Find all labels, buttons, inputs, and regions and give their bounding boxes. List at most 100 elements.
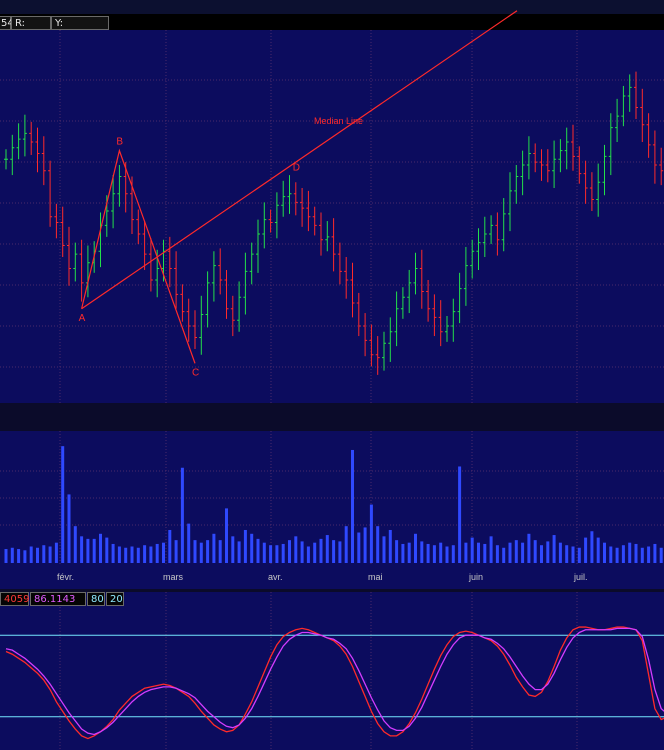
- volume-bar: [445, 546, 449, 563]
- median-line: [81, 10, 518, 310]
- stoch-upper-tag: 80: [87, 592, 105, 606]
- volume-bar: [495, 545, 499, 563]
- volume-bar: [294, 536, 298, 563]
- volume-bar: [61, 446, 65, 563]
- volume-bar: [149, 546, 153, 563]
- volume-bar: [319, 538, 323, 563]
- stoch-k-tag: 4059: [0, 592, 29, 606]
- volume-bar: [29, 546, 33, 563]
- volume-bar: [92, 538, 96, 563]
- volume-bar: [565, 545, 569, 563]
- volume-bar: [552, 535, 556, 563]
- volume-bar: [117, 546, 121, 563]
- volume-bar: [489, 536, 493, 563]
- volume-bar: [67, 494, 71, 563]
- volume-bar: [514, 540, 518, 563]
- x-tick-label: juil.: [573, 572, 588, 582]
- volume-bar: [395, 540, 399, 563]
- volume-bar: [369, 504, 373, 563]
- volume-bar: [269, 545, 273, 563]
- price-panel[interactable]: [0, 30, 664, 403]
- volume-bar: [388, 529, 392, 563]
- volume-bar: [256, 538, 260, 563]
- volume-bar: [325, 535, 329, 563]
- volume-bar: [23, 550, 27, 563]
- volume-bar: [262, 542, 266, 563]
- volume-bar: [577, 547, 581, 563]
- x-tick-label: avr.: [268, 572, 283, 582]
- volume-bar: [439, 542, 443, 563]
- x-tick-label: mai: [368, 572, 383, 582]
- volume-bar: [17, 549, 21, 563]
- volume-bar: [420, 541, 424, 563]
- volume-bar: [621, 545, 625, 563]
- pivot-label-c: C: [192, 367, 199, 378]
- volume-bar: [609, 546, 613, 563]
- volume-bar: [590, 531, 594, 563]
- volume-bar: [288, 540, 291, 563]
- volume-bar: [143, 545, 147, 563]
- volume-bar: [533, 540, 537, 563]
- readout-fragment: 54: [0, 16, 14, 30]
- stoch-lower-tag: 20: [106, 592, 124, 606]
- volume-bar: [36, 547, 39, 563]
- volume-bar: [584, 537, 588, 563]
- volume-bar: [376, 526, 380, 563]
- volume-bar: [48, 546, 52, 563]
- panel-separator[interactable]: [0, 403, 664, 431]
- volume-bar: [237, 541, 241, 563]
- pitchfork-legs: [81, 148, 196, 364]
- pivot-label-d: D: [293, 163, 300, 174]
- volume-bar: [351, 449, 354, 563]
- volume-bar: [653, 543, 657, 563]
- volume-bar: [414, 533, 417, 563]
- volume-bar: [426, 543, 430, 563]
- volume-bar: [42, 545, 46, 563]
- volume-bar: [508, 542, 512, 563]
- volume-bar: [86, 538, 90, 563]
- volume-bar: [659, 547, 663, 563]
- volume-bar: [174, 540, 178, 563]
- volume-bar: [300, 541, 304, 563]
- volume-bar: [73, 526, 77, 563]
- volume-bar: [464, 542, 468, 563]
- volume-bar: [218, 540, 222, 563]
- volume-bar: [250, 533, 254, 563]
- title-bar: [0, 0, 664, 16]
- volume-bar: [4, 549, 8, 563]
- volume-bar: [546, 541, 550, 563]
- volume-bar: [162, 542, 165, 563]
- volume-bar: [225, 508, 228, 563]
- volume-bar: [615, 547, 619, 563]
- panel-separator-2[interactable]: [0, 589, 664, 592]
- volume-bar: [521, 542, 525, 563]
- volume-bar: [180, 467, 184, 563]
- time-axis: [0, 565, 664, 589]
- volume-bar: [458, 466, 462, 563]
- volume-bar: [640, 547, 644, 563]
- volume-bar: [432, 545, 436, 563]
- volume-bar: [470, 537, 474, 563]
- volume-bar: [199, 542, 203, 563]
- volume-bar: [634, 543, 638, 563]
- volume-bar: [628, 542, 632, 563]
- volume-bar: [130, 546, 134, 563]
- volume-bar: [357, 532, 361, 563]
- volume-bar: [231, 536, 235, 563]
- volume-bar: [124, 547, 128, 563]
- volume-bar: [338, 541, 342, 563]
- volume-bar: [603, 542, 606, 563]
- volume-bar: [502, 547, 506, 563]
- volume-bar: [111, 543, 115, 563]
- x-tick-label: mars: [163, 572, 183, 582]
- volume-bar: [344, 526, 348, 563]
- volume-bar: [212, 533, 216, 563]
- volume-bar: [155, 543, 159, 563]
- volume-bar: [407, 542, 411, 563]
- volume-bar: [99, 533, 102, 563]
- volume-bar: [527, 533, 531, 563]
- volume-bar: [168, 529, 172, 563]
- volume-bar: [105, 537, 109, 563]
- x-tick-label: févr.: [57, 572, 74, 582]
